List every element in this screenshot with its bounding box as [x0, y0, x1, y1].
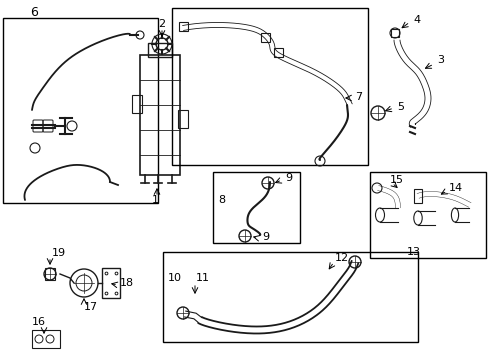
- Bar: [140, 55, 180, 175]
- Bar: [260, 32, 269, 41]
- Bar: [178, 22, 187, 31]
- Bar: [390, 29, 398, 37]
- Bar: [3, 18, 158, 203]
- Text: 14: 14: [448, 183, 462, 193]
- Text: 11: 11: [196, 273, 209, 283]
- Bar: [45, 268, 55, 280]
- Text: 3: 3: [436, 55, 443, 65]
- Text: 16: 16: [32, 317, 46, 327]
- Text: 10: 10: [168, 273, 182, 283]
- Bar: [132, 95, 142, 113]
- Bar: [178, 110, 187, 128]
- Text: 6: 6: [30, 5, 38, 18]
- Text: 13: 13: [406, 247, 420, 257]
- Bar: [213, 172, 299, 243]
- Text: 12: 12: [334, 253, 348, 263]
- Bar: [148, 43, 172, 57]
- Text: 7: 7: [354, 92, 362, 102]
- Text: 19: 19: [52, 248, 66, 258]
- Bar: [369, 172, 485, 258]
- Bar: [273, 48, 282, 57]
- Bar: [172, 8, 367, 165]
- Text: 2: 2: [158, 19, 165, 29]
- Bar: [163, 252, 417, 342]
- Text: 5: 5: [396, 102, 403, 112]
- Text: 4: 4: [412, 15, 419, 25]
- Text: 9: 9: [262, 232, 268, 242]
- Text: 17: 17: [84, 302, 98, 312]
- Bar: [413, 189, 421, 203]
- Text: 18: 18: [120, 278, 134, 288]
- Text: 8: 8: [218, 195, 224, 205]
- Bar: [32, 330, 60, 348]
- Text: 15: 15: [389, 175, 403, 185]
- Text: 9: 9: [285, 173, 291, 183]
- Text: 1: 1: [152, 195, 159, 205]
- Bar: [102, 268, 120, 298]
